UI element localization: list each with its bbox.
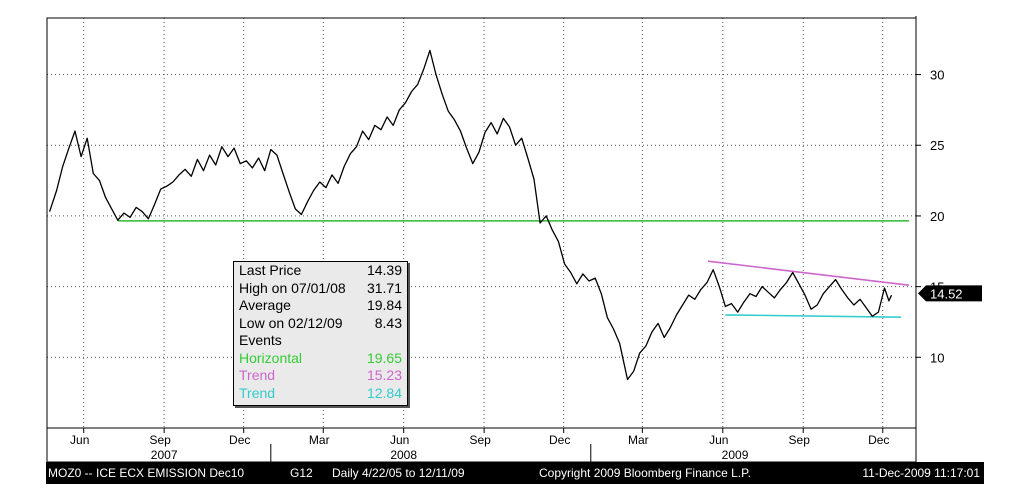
x-tick-label: Jun bbox=[709, 433, 728, 447]
last-price-tag: 14.52 bbox=[918, 285, 982, 302]
footer-code: G12 bbox=[290, 466, 313, 480]
legend-value: 31.71 bbox=[366, 279, 402, 296]
last-price-marker bbox=[918, 285, 982, 302]
legend-row-low: Low on 02/12/09 8.43 bbox=[234, 315, 407, 333]
x-tick-label: Sep bbox=[149, 433, 171, 447]
x-tick-label: Sep bbox=[789, 433, 811, 447]
legend-row-last-price: Last Price 14.39 bbox=[234, 262, 407, 280]
x-tick-label: Jun bbox=[70, 433, 89, 447]
legend-value: 12.84 bbox=[366, 384, 402, 401]
legend-row-average: Average 19.84 bbox=[234, 297, 407, 315]
y-tick-label: 20 bbox=[930, 209, 944, 224]
legend-value: 14.39 bbox=[366, 262, 402, 278]
footer-range: Daily 4/22/05 to 12/11/09 bbox=[332, 466, 465, 480]
legend-row-horizontal: Horizontal 19.65 bbox=[234, 350, 407, 368]
reference-line bbox=[707, 260, 910, 287]
price-line bbox=[48, 49, 893, 381]
legend-label: Horizontal bbox=[239, 349, 303, 366]
x-axis: Jun Sep Dec Mar Jun Sep Dec Mar Jun Sep Dec 2007 200… bbox=[70, 428, 889, 462]
footer-timestamp: 11-Dec-2009 11:17:01 bbox=[862, 466, 980, 480]
chart-frame bbox=[46, 16, 917, 463]
y-tick-label: 10 bbox=[930, 350, 944, 365]
year-label: 2007 bbox=[151, 448, 178, 462]
last-price-label: 14.52 bbox=[930, 286, 963, 301]
chart-grid bbox=[47, 18, 916, 428]
reference-line bbox=[725, 314, 902, 318]
legend-value: 19.84 bbox=[366, 297, 402, 313]
legend-label: Events bbox=[239, 332, 282, 348]
x-tick-label: Sep bbox=[469, 433, 491, 447]
legend-label: Low on 02/12/09 bbox=[239, 314, 343, 331]
x-tick-label: Dec bbox=[229, 433, 250, 447]
legend-label: Trend bbox=[239, 384, 276, 401]
footer-copyright: Copyright 2009 Bloomberg Finance L.P. bbox=[539, 466, 751, 480]
year-label: 2008 bbox=[390, 448, 417, 462]
legend-value: 8.43 bbox=[374, 314, 402, 331]
y-axis: 1015202530 bbox=[916, 68, 944, 365]
x-tick-label: Dec bbox=[868, 433, 889, 447]
legend-row-events: Events bbox=[234, 332, 407, 350]
legend-row-trend-upper: Trend 15.23 bbox=[234, 367, 407, 385]
legend-label: Trend bbox=[239, 367, 276, 383]
legend-label: High on 07/01/08 bbox=[239, 279, 346, 296]
price-series bbox=[48, 49, 893, 381]
legend-box: Last Price 14.39 High on 07/01/08 31.71 … bbox=[233, 261, 408, 406]
year-label: 2009 bbox=[722, 448, 749, 462]
x-tick-label: Jun bbox=[390, 433, 409, 447]
legend-value: 15.23 bbox=[366, 367, 402, 383]
footer-ticker: MOZ0 -- ICE ECX EMISSION Dec10 bbox=[48, 466, 245, 480]
legend-row-trend-lower: Trend 12.84 bbox=[234, 385, 407, 403]
x-tick-label: Mar bbox=[309, 433, 330, 447]
x-tick-label: Mar bbox=[628, 433, 649, 447]
legend-row-high: High on 07/01/08 31.71 bbox=[234, 280, 407, 298]
y-tick-label: 25 bbox=[930, 138, 944, 153]
x-tick-label: Dec bbox=[549, 433, 570, 447]
footer-bar: MOZ0 -- ICE ECX EMISSION Dec10 G12 Daily… bbox=[46, 462, 984, 484]
y-tick-label: 30 bbox=[930, 68, 944, 83]
legend-label: Average bbox=[239, 297, 291, 313]
reference-lines bbox=[117, 220, 910, 318]
legend-label: Last Price bbox=[239, 262, 302, 278]
plot-border bbox=[46, 17, 917, 429]
legend-value: 19.65 bbox=[366, 349, 402, 366]
